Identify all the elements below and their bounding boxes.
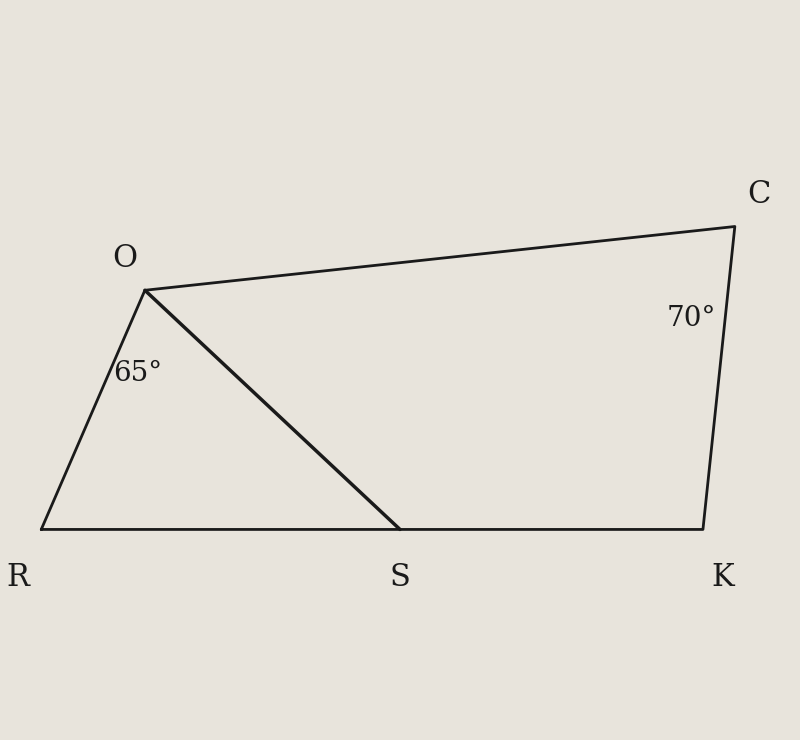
Text: C: C <box>747 179 770 210</box>
Text: R: R <box>6 562 29 593</box>
Text: S: S <box>390 562 410 593</box>
Text: K: K <box>711 562 734 593</box>
Text: O: O <box>112 243 138 274</box>
Text: 65°: 65° <box>113 360 162 388</box>
Text: 70°: 70° <box>667 305 717 332</box>
